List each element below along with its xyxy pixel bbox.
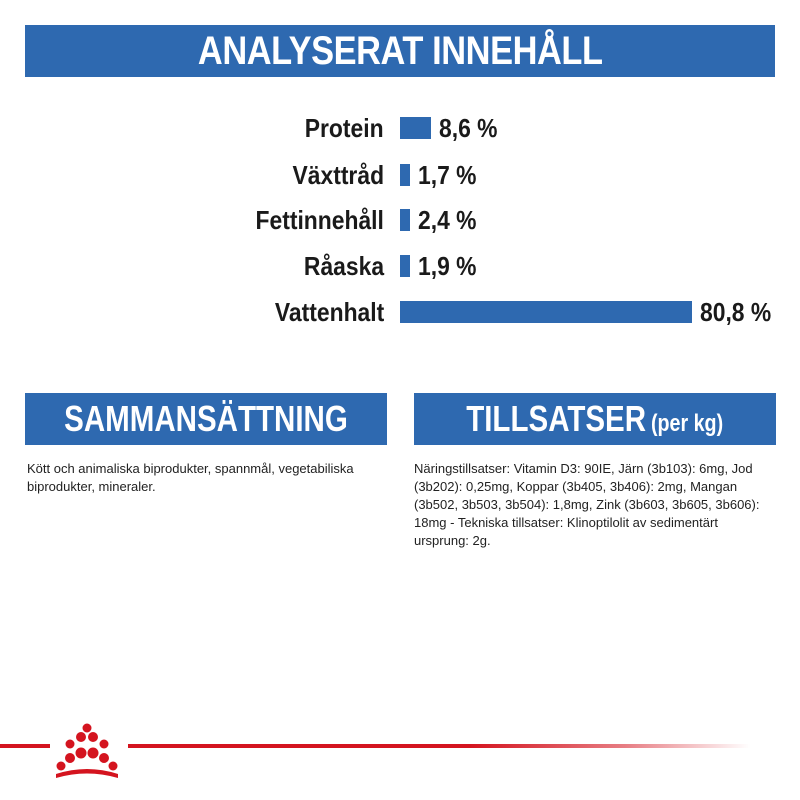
footer-line	[128, 744, 750, 748]
nutrient-value: 8,6 %	[439, 113, 498, 143]
nutrient-bar	[400, 255, 410, 277]
additives-text: Näringstillsatser: Vitamin D3: 90IE, Jär…	[414, 461, 760, 548]
nutrient-row: Fettinnehåll 2,4 %	[0, 200, 800, 240]
nutrient-value: 2,4 %	[418, 205, 477, 235]
nutrient-bar	[400, 209, 410, 231]
additives-title: TILLSATSER	[466, 398, 647, 439]
nutrient-label: Råaska	[303, 251, 384, 281]
analysis-title: ANALYSERAT INNEHÅLL	[197, 28, 603, 73]
nutrient-row: Vattenhalt 80,8 %	[0, 292, 800, 332]
footer-line-left	[0, 744, 50, 748]
nutrient-label: Protein	[305, 113, 384, 143]
royal-canin-crown-icon	[56, 723, 118, 778]
nutrient-value: 1,9 %	[418, 251, 477, 281]
nutrient-row: Råaska 1,9 %	[0, 246, 800, 286]
additives-title-suffix: (per kg)	[651, 410, 724, 437]
composition-title: SAMMANSÄTTNING	[64, 398, 348, 439]
nutrient-label: Fettinnehåll	[255, 205, 384, 235]
nutrient-bar	[400, 117, 432, 139]
nutrient-label: Växttråd	[292, 160, 384, 190]
nutrient-label: Vattenhalt	[274, 297, 384, 327]
composition-banner: SAMMANSÄTTNING	[25, 393, 387, 445]
additives-banner: TILLSATSER (per kg)	[414, 393, 776, 445]
nutrient-row: Växttråd 1,7 %	[0, 155, 800, 195]
nutrient-row: Protein 8,6 %	[0, 108, 800, 148]
nutrient-bar	[400, 164, 410, 186]
nutrient-value: 1,7 %	[418, 160, 477, 190]
nutrient-bar	[400, 301, 692, 323]
composition-text: Kött och animaliska biprodukter, spannmå…	[27, 461, 354, 494]
nutrient-value: 80,8 %	[700, 297, 772, 327]
analysis-banner: ANALYSERAT INNEHÅLL	[25, 25, 775, 77]
